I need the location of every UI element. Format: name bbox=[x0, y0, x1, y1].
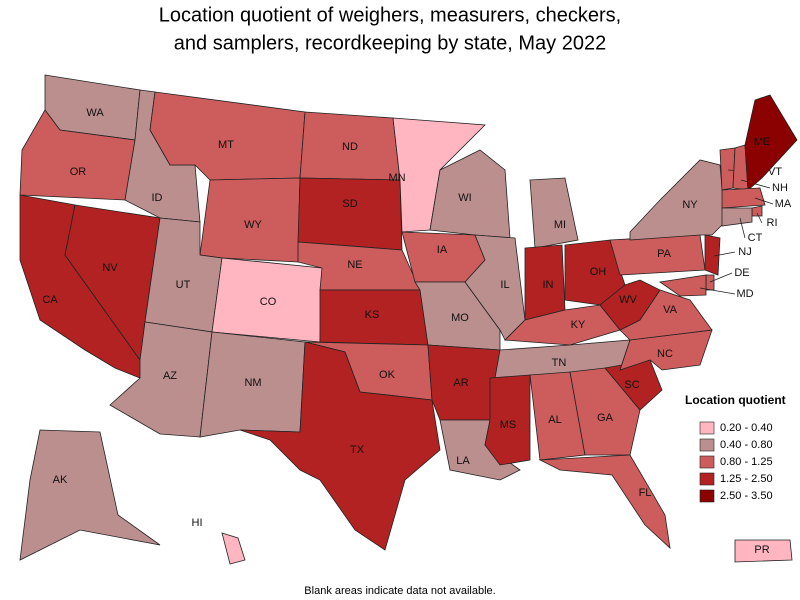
state-label: SC bbox=[624, 379, 639, 391]
state bbox=[221, 532, 246, 565]
state-label: DE bbox=[734, 267, 749, 279]
state bbox=[629, 159, 726, 241]
state-label: VA bbox=[663, 304, 678, 316]
state-label: WI bbox=[458, 192, 471, 204]
state-label: PR bbox=[754, 544, 769, 556]
state bbox=[705, 274, 715, 291]
state-label: IL bbox=[500, 279, 509, 291]
state-label: CO bbox=[260, 296, 277, 308]
legend-label: 0.20 - 0.40 bbox=[720, 422, 773, 434]
state-label: ME bbox=[754, 136, 771, 148]
state bbox=[199, 177, 301, 263]
state bbox=[464, 234, 526, 341]
state-label: KS bbox=[365, 309, 380, 321]
state bbox=[599, 279, 661, 331]
legend-title: Location quotient bbox=[685, 393, 786, 407]
state bbox=[721, 207, 753, 227]
state-label: MI bbox=[554, 219, 566, 231]
state-label: MA bbox=[775, 198, 792, 210]
leader-line bbox=[713, 251, 736, 257]
state-label: NM bbox=[244, 377, 261, 389]
state bbox=[529, 177, 579, 249]
legend-swatch bbox=[699, 472, 715, 486]
state-label: NY bbox=[682, 199, 698, 211]
legend-swatch bbox=[699, 421, 715, 435]
leader-line bbox=[754, 197, 774, 205]
state-label: ID bbox=[152, 192, 163, 204]
state-label: OK bbox=[379, 369, 396, 381]
state bbox=[719, 147, 736, 191]
state-label: RI bbox=[767, 217, 778, 229]
state-label: MD bbox=[736, 288, 753, 300]
state-label: AL bbox=[548, 414, 561, 426]
leader-line bbox=[699, 287, 736, 295]
state-label: CT bbox=[748, 232, 763, 244]
state bbox=[19, 429, 161, 561]
legend-swatch bbox=[699, 489, 715, 503]
state-label: MN bbox=[388, 172, 405, 184]
title: and samplers, recordkeeping by state, Ma… bbox=[174, 32, 606, 54]
state bbox=[751, 205, 763, 217]
state-label: MS bbox=[500, 419, 517, 431]
state-label: HI bbox=[192, 517, 203, 529]
state-label: OR bbox=[70, 166, 87, 178]
state-label: AR bbox=[453, 377, 468, 389]
state-label: MO bbox=[451, 312, 469, 324]
leader-line bbox=[756, 212, 763, 224]
legend-swatch bbox=[699, 455, 715, 469]
legend-label: 1.25 - 2.50 bbox=[720, 473, 773, 485]
legend-swatch bbox=[699, 438, 715, 452]
state-label: SD bbox=[342, 198, 357, 210]
state-label: TN bbox=[552, 357, 567, 369]
state-label: IN bbox=[543, 279, 554, 291]
state bbox=[538, 454, 671, 550]
state bbox=[297, 177, 403, 251]
legend-label: 0.40 - 0.80 bbox=[720, 439, 773, 451]
state-label: WY bbox=[244, 219, 262, 231]
state-label: NV bbox=[102, 262, 118, 274]
state bbox=[239, 341, 441, 551]
state-label: UT bbox=[176, 279, 191, 291]
state-label: AZ bbox=[163, 370, 177, 382]
state-label: LA bbox=[456, 455, 470, 467]
state-label: KY bbox=[571, 319, 586, 331]
state-label: CA bbox=[42, 294, 58, 306]
state bbox=[569, 367, 641, 456]
state-label: NH bbox=[772, 182, 788, 194]
state-label: TX bbox=[350, 444, 365, 456]
state-label: AK bbox=[53, 474, 68, 486]
state-label: NC bbox=[657, 348, 673, 360]
state-label: NJ bbox=[738, 246, 751, 258]
state-label: IA bbox=[437, 244, 448, 256]
state bbox=[721, 187, 766, 209]
state bbox=[658, 274, 707, 297]
leader-line bbox=[739, 217, 746, 239]
state-label: ND bbox=[342, 141, 358, 153]
state bbox=[734, 539, 793, 563]
state-label: FL bbox=[639, 487, 652, 499]
state-label: WA bbox=[86, 107, 104, 119]
state bbox=[704, 234, 721, 276]
state-label: VT bbox=[768, 166, 782, 178]
note: Blank areas indicate data not available. bbox=[304, 585, 495, 597]
legend-label: 2.50 - 3.50 bbox=[720, 490, 773, 502]
state-label: MT bbox=[218, 139, 234, 151]
state-label: WV bbox=[619, 294, 637, 306]
state-label: PA bbox=[657, 248, 672, 260]
leader-line bbox=[709, 272, 733, 283]
state-label: NE bbox=[347, 259, 362, 271]
title: Location quotient of weighers, measurers… bbox=[159, 4, 621, 26]
legend-label: 0.80 - 1.25 bbox=[720, 456, 773, 468]
state-label: OH bbox=[590, 266, 607, 278]
state-label: GA bbox=[597, 412, 614, 424]
